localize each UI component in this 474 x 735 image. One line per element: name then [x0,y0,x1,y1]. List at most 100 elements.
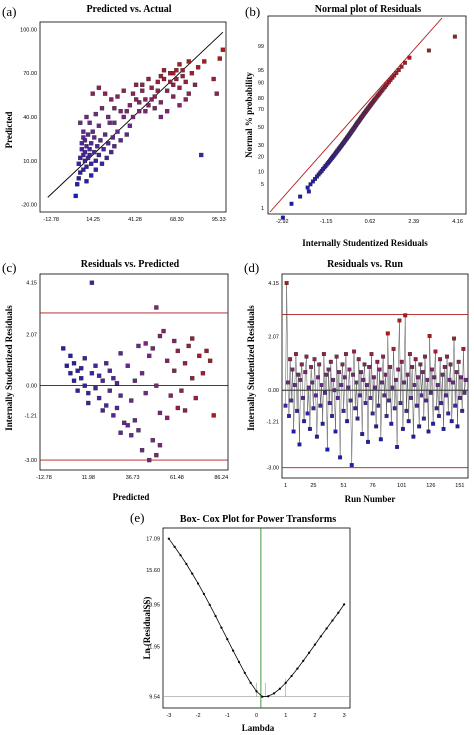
chart-a-point [96,123,102,128]
chart-a-point [152,94,157,99]
chart-c-point [147,457,152,463]
chart-b-ytick: 99 [258,44,264,50]
chart-c-point [93,363,98,368]
chart-c-point [186,343,191,349]
chart-c-point [75,388,80,393]
chart-a-point [199,152,204,158]
chart-c-ytick: 2.07 [26,332,37,338]
chart-e-point [296,667,299,670]
chart-c-point [75,368,80,373]
chart-d-point [331,377,336,382]
chart-d-point [287,414,291,418]
chart-e-xlabel: Lambda [242,723,275,733]
chart-c-xlabel: Predicted [113,492,150,502]
chart-d-point [295,408,300,413]
chart-a-diagonal-line [47,31,224,198]
chart-c-point [154,383,159,388]
chart-d-point [457,395,462,400]
chart-d-point [363,401,368,406]
chart-c-point [79,366,84,371]
chart-d-point [449,419,454,424]
chart-c-point [164,358,170,363]
chart-e-point [302,659,305,663]
chart-c-point [157,410,163,416]
chart-a-point [180,73,185,79]
chart-d-point [288,357,293,362]
chart-c-xtick: -12.78 [36,475,52,481]
chart-a-point [109,149,114,155]
chart-c-point [139,371,145,376]
chart-d-point [431,421,436,426]
chart-e-ytick: 11.95 [147,644,160,650]
chart-a-point [161,76,167,82]
chart-b-ytick: 1 [261,206,264,212]
chart-a-frame [39,21,227,213]
chart-a-point [112,106,117,111]
chart-e-curve [168,538,345,698]
chart-c-point [136,343,141,349]
chart-a-point [118,109,123,114]
chart-c-point [204,348,209,354]
chart-d-point [447,377,452,382]
chart-d-point [462,390,467,395]
chart-c-point [150,438,155,443]
chart-a-point [155,79,160,85]
chart-d-point [393,377,398,382]
chart-c-point [82,383,87,388]
chart-e-point [232,649,235,652]
chart-d-point [406,419,411,424]
chart-a-point [78,170,83,175]
chart-a-point [89,161,94,166]
chart-b-xtick: 4.16 [452,219,463,225]
chart-d-point [392,406,397,411]
chart-e-point [255,690,258,693]
chart-d-run-line [285,283,466,466]
chart-d-point [435,383,440,387]
chart-a-ytick: 100.00 [20,27,37,33]
chart-e-point [237,660,241,664]
chart-a-point [92,149,97,155]
chart-d-ytick: 0.00 [268,388,279,394]
chart-c-point [114,405,120,411]
chart-b-point [407,55,412,60]
chart-d-point [390,385,395,390]
chart-c-point [114,381,120,386]
chart-c-point [100,378,105,383]
chart-d-point [384,414,389,418]
chart-a-point [90,91,95,96]
chart-a-point [192,82,198,87]
chart-b-point [308,182,313,187]
chart-a-point [92,135,97,140]
chart-e-point [267,695,270,698]
chart-c-point [64,363,70,368]
chart-d-point [357,393,362,398]
chart-d-point [337,370,341,375]
chart-c-xtick: 61.48 [170,475,184,481]
chart-a-point [90,129,95,134]
chart-c-point [154,305,159,310]
chart-a-point [87,120,92,125]
chart-d-point [289,398,294,403]
chart-c-point [190,376,195,381]
chart-d-point [338,455,343,460]
chart-a-ytick: 10.00 [23,159,37,165]
chart-c-point [96,373,102,378]
chart-c-point [89,280,95,285]
chart-c-point [161,328,166,334]
chart-c-title: Residuals vs. Predicted [81,259,180,270]
chart-a-point [102,132,108,137]
chart-c-point [86,400,91,406]
chart-b-point [394,70,399,75]
chart-e-point [261,695,264,698]
chart-d-point [326,367,331,372]
chart-e-ytick: 9.54 [149,695,160,701]
chart-d-point [293,352,298,357]
chart-d-ytick: 4.15 [268,281,279,287]
chart-d-point [377,367,382,372]
chart-d-point [364,383,369,387]
chart-b-frame [267,15,467,215]
chart-a-point [130,114,136,120]
chart-d-point [395,445,400,449]
chart-d-point [398,401,403,406]
